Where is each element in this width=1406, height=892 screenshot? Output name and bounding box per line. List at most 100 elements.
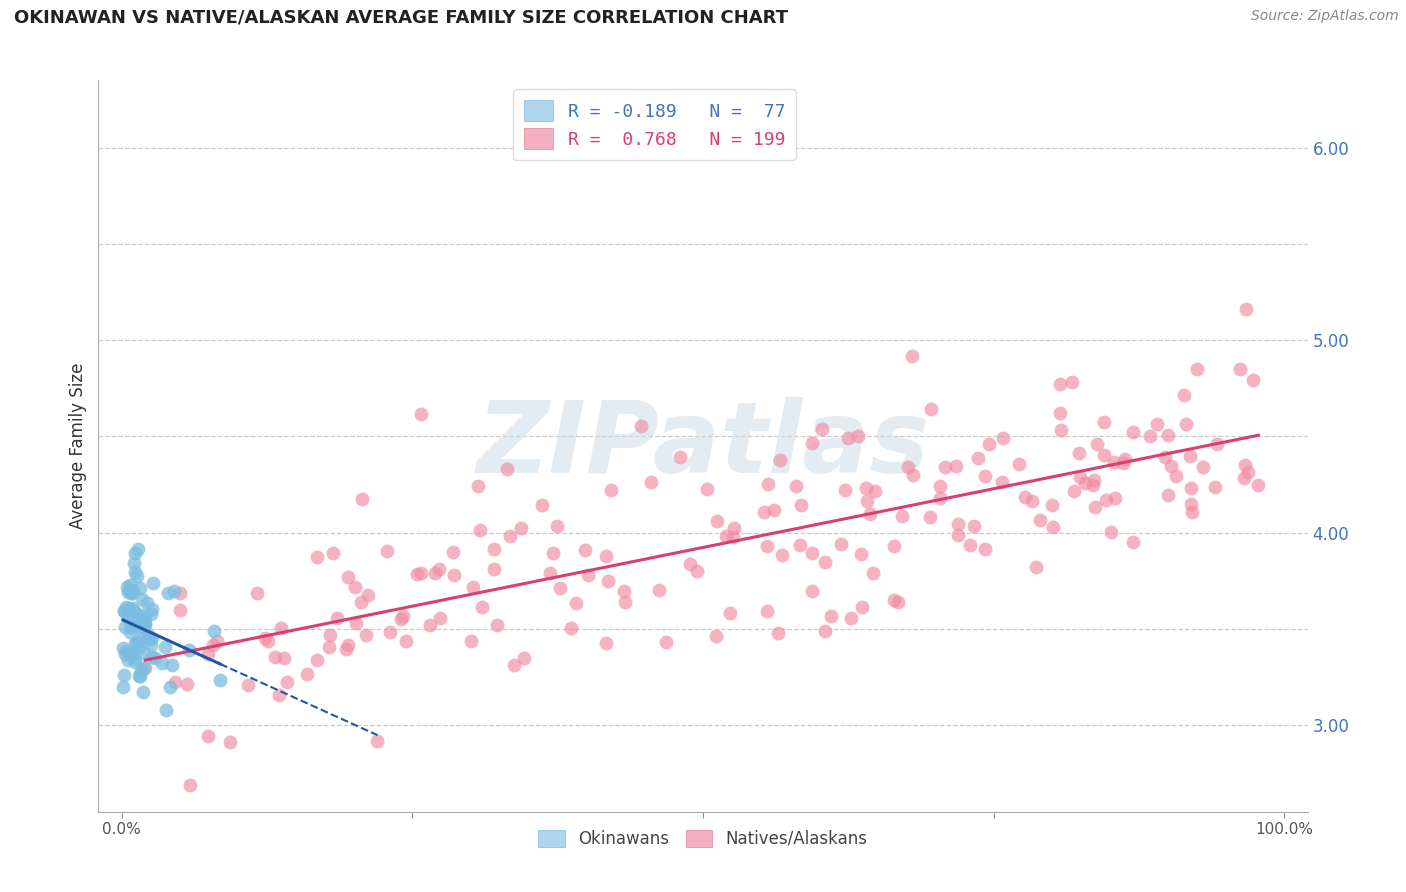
- Point: [115, 600, 138, 615]
- Point: [1067, 446, 1090, 460]
- Point: [429, 610, 451, 624]
- Point: [891, 509, 914, 524]
- Point: [1025, 560, 1047, 574]
- Point: [934, 459, 956, 474]
- Point: [1014, 491, 1036, 505]
- Point: [375, 543, 398, 558]
- Point: [1040, 498, 1063, 512]
- Point: [318, 640, 340, 654]
- Point: [920, 402, 942, 417]
- Point: [800, 545, 823, 559]
- Point: [124, 546, 146, 560]
- Point: [920, 509, 942, 524]
- Point: [790, 498, 813, 512]
- Text: Source: ZipAtlas.com: Source: ZipAtlas.com: [1251, 9, 1399, 23]
- Point: [127, 636, 149, 650]
- Point: [814, 624, 837, 638]
- Point: [510, 521, 533, 535]
- Point: [257, 634, 280, 648]
- Point: [1173, 388, 1195, 402]
- Point: [1175, 417, 1198, 432]
- Point: [548, 581, 571, 595]
- Point: [129, 608, 152, 623]
- Point: [219, 735, 242, 749]
- Point: [496, 462, 519, 476]
- Point: [112, 641, 135, 656]
- Point: [1229, 362, 1251, 376]
- Point: [134, 616, 156, 631]
- Point: [115, 644, 138, 658]
- Point: [595, 635, 617, 649]
- Point: [335, 642, 357, 657]
- Legend: Okinawans, Natives/Alaskans: Okinawans, Natives/Alaskans: [531, 823, 875, 855]
- Point: [1154, 450, 1177, 464]
- Point: [125, 634, 148, 648]
- Point: [531, 498, 554, 512]
- Point: [1062, 375, 1084, 389]
- Point: [668, 450, 690, 465]
- Point: [946, 528, 969, 542]
- Point: [1122, 425, 1144, 440]
- Point: [267, 688, 290, 702]
- Point: [141, 649, 163, 664]
- Point: [770, 549, 793, 563]
- Point: [112, 604, 135, 618]
- Point: [136, 631, 159, 645]
- Point: [441, 544, 464, 558]
- Point: [295, 667, 318, 681]
- Point: [1112, 456, 1135, 470]
- Point: [560, 621, 582, 635]
- Point: [354, 628, 377, 642]
- Point: [132, 630, 155, 644]
- Point: [706, 629, 728, 643]
- Point: [132, 660, 155, 674]
- Point: [352, 491, 374, 506]
- Point: [121, 586, 143, 600]
- Point: [336, 638, 359, 652]
- Point: [576, 568, 599, 582]
- Point: [423, 566, 446, 580]
- Point: [344, 580, 367, 594]
- Point: [1233, 471, 1256, 485]
- Point: [270, 621, 292, 635]
- Point: [574, 543, 596, 558]
- Point: [1156, 428, 1178, 442]
- Point: [307, 652, 329, 666]
- Point: [1192, 460, 1215, 475]
- Point: [153, 640, 176, 655]
- Point: [1069, 470, 1091, 484]
- Point: [862, 566, 884, 580]
- Point: [209, 673, 232, 688]
- Point: [945, 458, 967, 473]
- Point: [319, 628, 342, 642]
- Point: [820, 609, 842, 624]
- Point: [1049, 376, 1071, 391]
- Point: [389, 612, 412, 626]
- Point: [134, 616, 156, 631]
- Point: [112, 667, 135, 681]
- Point: [991, 475, 1014, 489]
- Point: [141, 638, 163, 652]
- Point: [679, 558, 702, 572]
- Point: [830, 537, 852, 551]
- Point: [1234, 302, 1257, 317]
- Point: [814, 555, 837, 569]
- Point: [1092, 448, 1115, 462]
- Point: [901, 349, 924, 363]
- Point: [128, 640, 150, 654]
- Point: [122, 601, 145, 615]
- Point: [1166, 468, 1188, 483]
- Point: [963, 519, 986, 533]
- Point: [977, 437, 1000, 451]
- Point: [929, 491, 952, 505]
- Point: [485, 618, 508, 632]
- Point: [163, 584, 186, 599]
- Point: [138, 630, 160, 644]
- Point: [503, 657, 526, 672]
- Point: [131, 664, 153, 678]
- Point: [120, 648, 142, 662]
- Point: [124, 635, 146, 649]
- Point: [179, 778, 201, 792]
- Point: [391, 608, 413, 623]
- Point: [1104, 491, 1126, 505]
